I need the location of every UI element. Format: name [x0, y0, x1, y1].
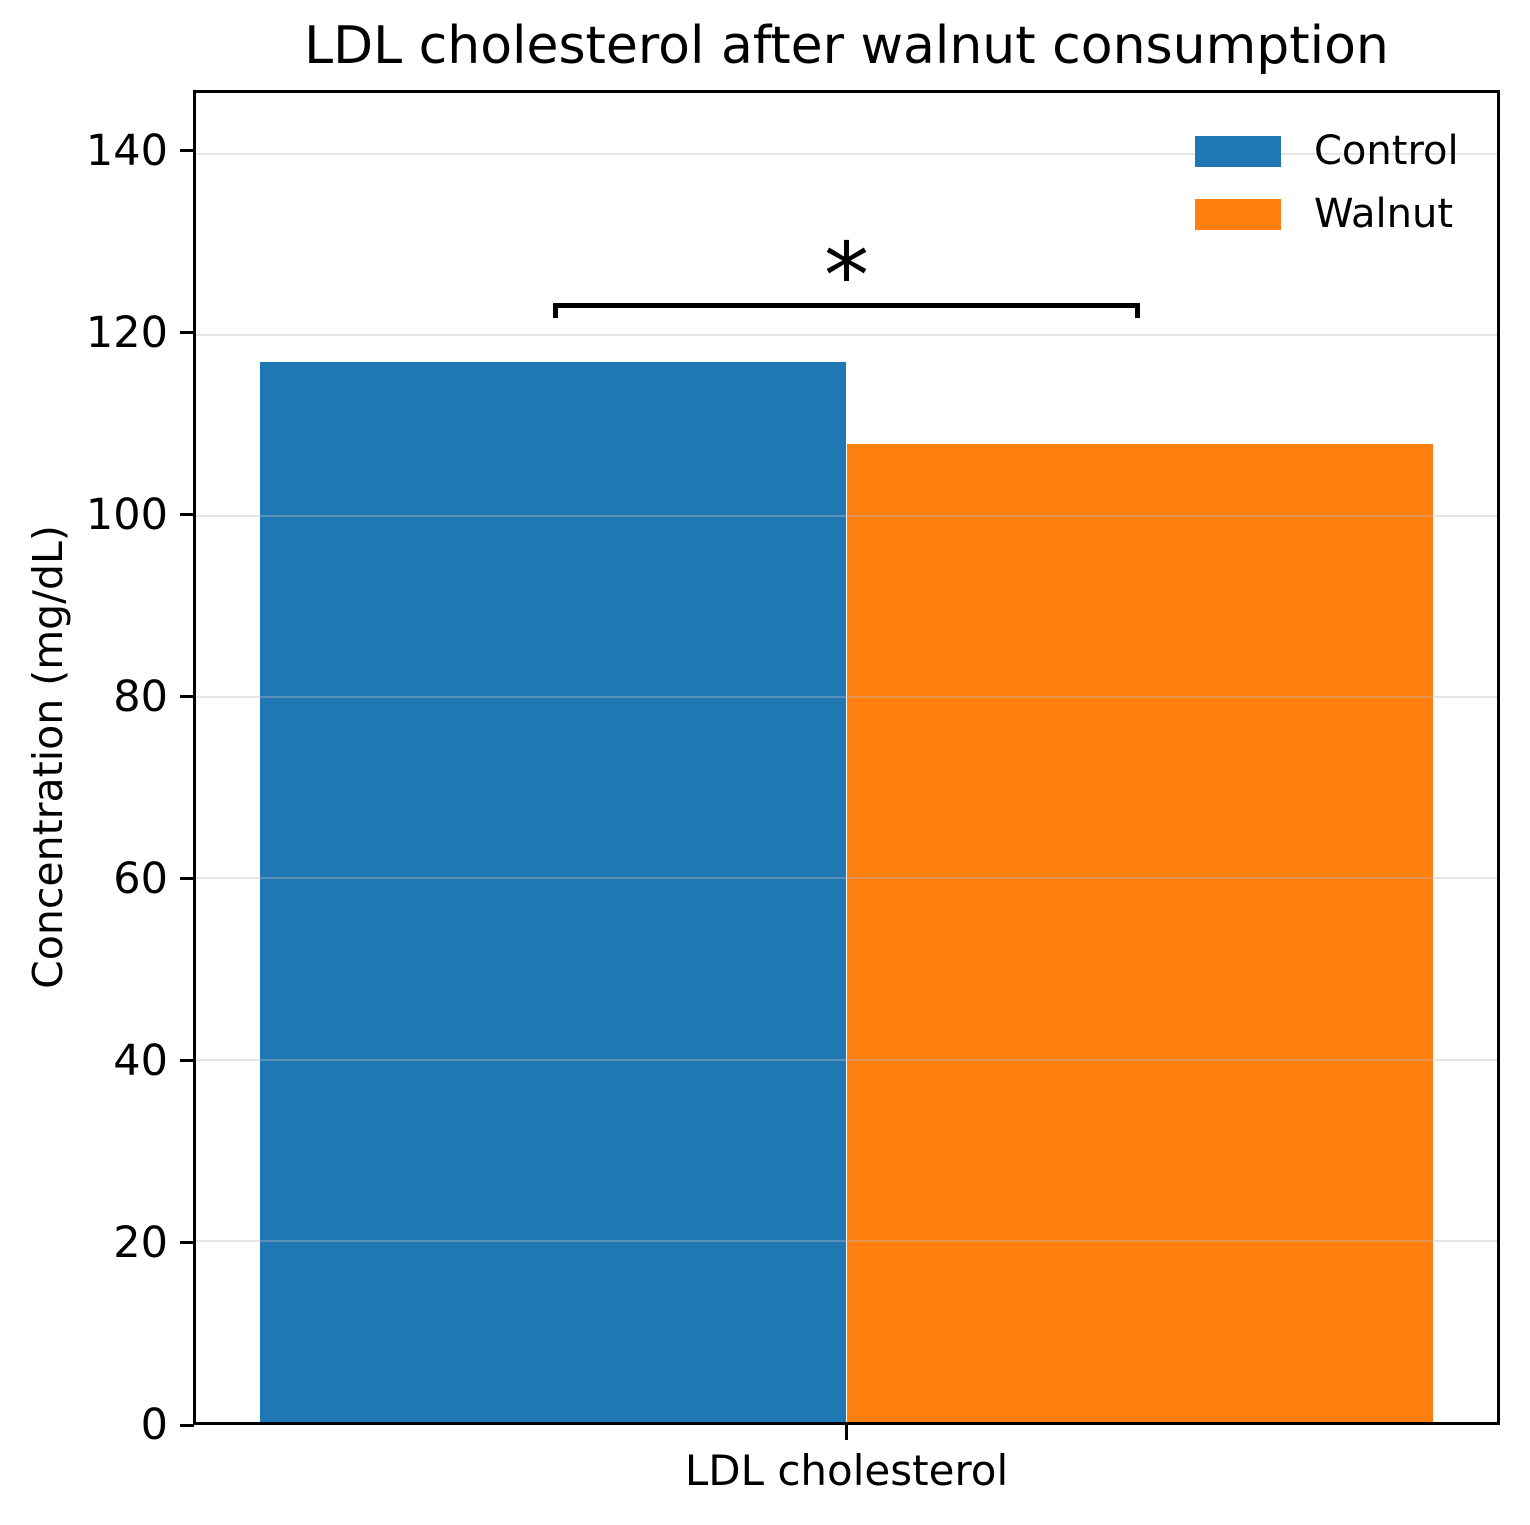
y-tick-mark-100: [180, 513, 194, 517]
y-tick-mark-140: [180, 149, 194, 153]
gridline-40: [196, 1058, 1497, 1061]
y-tick-mark-80: [180, 695, 194, 699]
x-tick-label: LDL cholesterol: [684, 1446, 1009, 1495]
legend-label-walnut: Walnut: [1314, 191, 1454, 237]
y-tick-label-80: 80: [113, 671, 168, 722]
y-tick-mark-60: [180, 877, 194, 881]
significance-star: *: [823, 224, 869, 330]
bar-walnut: [846, 443, 1433, 1422]
x-tick-mark: [845, 1423, 848, 1440]
y-tick-label-40: 40: [113, 1035, 168, 1086]
y-tick-mark-40: [180, 1059, 194, 1063]
plot-area: *: [193, 90, 1500, 1425]
y-tick-mark-120: [180, 331, 194, 335]
legend-swatch-walnut: [1195, 198, 1281, 230]
gridline-100: [196, 515, 1497, 518]
y-tick-label-20: 20: [113, 1217, 168, 1268]
bar-control: [260, 362, 847, 1422]
y-tick-label-0: 0: [140, 1400, 168, 1450]
legend-label-control: Control: [1314, 128, 1459, 174]
y-tick-mark-20: [180, 1241, 194, 1245]
gridline-120: [196, 333, 1497, 336]
legend-row-control: Control: [1195, 131, 1459, 171]
gridline-140: [196, 152, 1497, 155]
gridline-20: [196, 1239, 1497, 1242]
y-tick-label-60: 60: [113, 853, 168, 904]
legend-row-walnut: Walnut: [1195, 194, 1459, 234]
y-tick-label-140: 140: [85, 125, 168, 176]
legend-swatch-control: [1195, 135, 1281, 167]
y-tick-label-120: 120: [85, 307, 168, 358]
legend: Control Walnut: [1195, 131, 1459, 234]
y-tick-mark-0: [180, 1423, 194, 1427]
chart-title: LDL cholesterol after walnut consumption: [304, 16, 1389, 76]
y-tick-label-100: 100: [85, 489, 168, 540]
gridline-60: [196, 877, 1497, 880]
y-axis: 0 20 40 60 80 100 120 140: [0, 90, 194, 1450]
significance-bracket: [553, 303, 1140, 319]
gridline-80: [196, 696, 1497, 699]
